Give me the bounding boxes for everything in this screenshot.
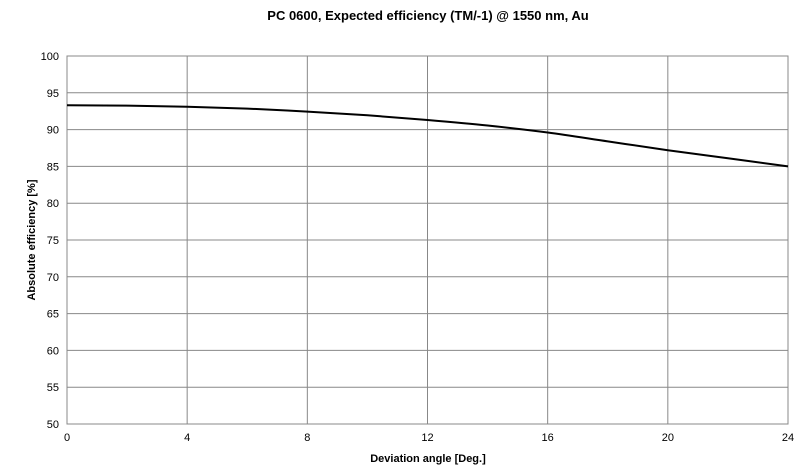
x-tick-label: 12 — [421, 432, 433, 444]
y-tick-label: 100 — [41, 51, 59, 63]
x-tick-label: 8 — [304, 432, 310, 444]
y-tick-label: 85 — [47, 161, 59, 173]
series-line-efficiency — [66, 104, 789, 168]
y-tick-label: 90 — [47, 125, 59, 137]
y-tick-label: 95 — [47, 88, 59, 100]
plot-area — [66, 55, 789, 425]
y-tick-label: 80 — [47, 198, 59, 210]
x-tick-label: 24 — [782, 432, 794, 444]
y-tick-label: 60 — [47, 345, 59, 357]
y-tick-label: 70 — [47, 272, 59, 284]
x-tick-label: 0 — [64, 432, 70, 444]
series-layer — [66, 104, 789, 168]
chart-title: PC 0600, Expected efficiency (TM/-1) @ 1… — [267, 8, 588, 23]
x-tick-label: 16 — [542, 432, 554, 444]
x-axis-label: Deviation angle [Deg.] — [370, 453, 486, 465]
x-tick-label: 20 — [662, 432, 674, 444]
y-tick-label: 55 — [47, 382, 59, 394]
y-axis-label: Absolute efficiency [%] — [26, 179, 38, 300]
x-tick-label: 4 — [184, 432, 190, 444]
y-tick-label: 65 — [47, 309, 59, 321]
y-tick-label: 50 — [47, 419, 59, 431]
tick-labels: 50 55 60 65 70 75 80 85 90 95 100 0 4 8 12 16 20 24 — [41, 51, 794, 444]
grid — [66, 55, 789, 425]
y-tick-label: 75 — [47, 235, 59, 247]
